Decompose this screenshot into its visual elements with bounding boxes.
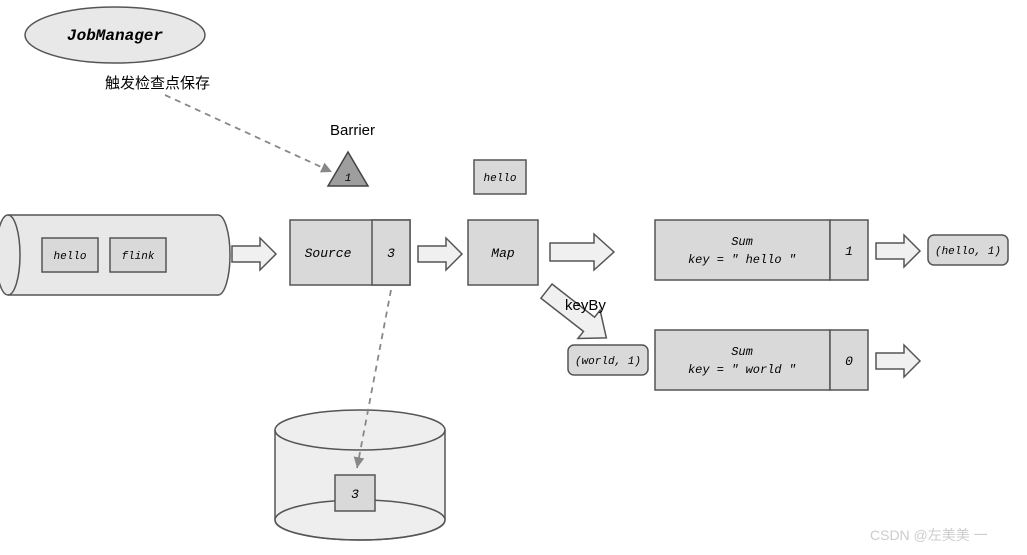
output-hello-text: (hello, 1) <box>935 246 1001 258</box>
output-hello: (hello, 1) <box>928 235 1008 265</box>
input-queue: hello flink <box>0 215 230 295</box>
jobmanager-label: JobManager <box>67 27 163 45</box>
hello-message: hello <box>474 160 526 194</box>
sum-world-line2: key = " world " <box>688 363 796 377</box>
arrow-map-to-sumworld <box>535 277 617 352</box>
sum-hello-line2: key = " hello " <box>688 253 796 267</box>
barrier-node: Barrier 1 <box>328 122 375 186</box>
source-operator: Source 3 <box>290 220 410 285</box>
sum-world-operator: Sum key = " world " 0 <box>655 330 868 390</box>
storage-cylinder: 3 <box>275 410 445 540</box>
jobmanager-node: JobManager <box>25 7 205 63</box>
barrier-label: Barrier <box>330 122 375 139</box>
queue-item-flink: flink <box>121 251 154 263</box>
sum-hello-operator: Sum key = " hello " 1 <box>655 220 868 280</box>
watermark-text: CSDN @左美美 一 <box>870 527 988 543</box>
world-message: (world, 1) <box>568 345 648 375</box>
hello-message-text: hello <box>483 173 516 185</box>
storage-offset-value: 3 <box>351 487 359 502</box>
arrow-source-to-map <box>418 238 462 270</box>
keyby-label: keyBy <box>565 297 606 314</box>
source-offset-value: 3 <box>387 246 395 261</box>
arrow-queue-to-source <box>232 238 276 270</box>
map-label: Map <box>491 246 515 261</box>
arrow-sumhello-out <box>876 235 920 267</box>
sum-world-state-value: 0 <box>845 354 853 369</box>
map-operator: Map <box>468 220 538 285</box>
queue-item-hello: hello <box>53 251 86 263</box>
sum-world-line1: Sum <box>731 345 753 359</box>
arrow-sumworld-out <box>876 345 920 377</box>
trigger-checkpoint-label: 触发检查点保存 <box>105 75 210 92</box>
source-label: Source <box>305 246 352 261</box>
barrier-value: 1 <box>345 173 352 185</box>
arrow-map-to-sumhello <box>550 234 614 270</box>
world-message-text: (world, 1) <box>575 356 641 368</box>
sum-hello-state-value: 1 <box>845 244 853 259</box>
sum-hello-line1: Sum <box>731 235 753 249</box>
dashed-arrow-jobmanager-barrier <box>165 95 332 172</box>
